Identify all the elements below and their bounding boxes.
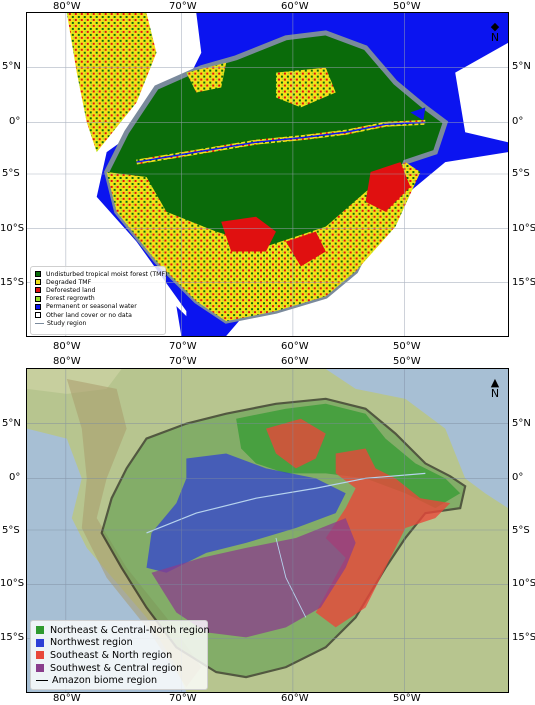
lon-label-top: 70°W <box>169 356 197 367</box>
legend-item: Northwest region <box>36 637 202 650</box>
lat-label-left: 5°N <box>2 418 21 429</box>
legend-line <box>35 322 44 324</box>
lon-label-bottom: 50°W <box>393 693 421 704</box>
north-arrow: ◆ N <box>489 21 501 43</box>
legend-label: Southeast & North region <box>50 649 173 661</box>
lon-label-top: 80°W <box>53 1 81 12</box>
north-arrow-label: N <box>490 31 500 44</box>
lat-label-right: 0° <box>512 472 524 483</box>
legend-item: Deforested land <box>35 286 161 294</box>
lat-label-right: 10°S <box>512 578 535 589</box>
legend-item: Undisturbed tropical moist forest (TMF) <box>35 270 167 278</box>
legend-item: Forest regrowth <box>35 295 161 303</box>
lat-label-left: 10°S <box>0 223 25 234</box>
legend-swatch <box>35 287 41 294</box>
legend-swatch <box>36 664 44 673</box>
region-southeast-north <box>266 418 451 628</box>
lon-label-top: 70°W <box>169 1 197 12</box>
legend-label: Permanent or seasonal water <box>46 303 137 311</box>
lat-label-right: 0° <box>512 116 524 127</box>
lon-label-top: 80°W <box>53 356 81 367</box>
lat-label-left: 0° <box>9 472 21 483</box>
legend-item: Degraded TMF <box>35 278 161 286</box>
lon-label-bottom: 70°W <box>169 693 197 704</box>
lat-label-right: 5°S <box>512 525 530 536</box>
legend-label: Deforested land <box>46 286 96 294</box>
legend-item: Southwest & Central region <box>36 662 202 675</box>
legend-label: Undisturbed tropical moist forest (TMF) <box>46 270 168 278</box>
lon-label-bottom: 60°W <box>281 693 309 704</box>
legend-label: Northeast & Central-North region <box>50 624 210 636</box>
lat-label-right: 15°S <box>512 632 535 643</box>
region-northwest <box>146 453 346 573</box>
deforestation-patch <box>221 216 276 252</box>
legend-swatch <box>35 295 41 302</box>
legend-label: Other land cover or no data <box>46 311 132 319</box>
legend-label: Degraded TMF <box>46 278 92 286</box>
legend-label: Northwest region <box>50 637 133 649</box>
north-arrow-icon: ◆ <box>490 20 500 33</box>
lon-label-bottom: 80°W <box>53 341 81 352</box>
land-cover-legend: Undisturbed tropical moist forest (TMF) … <box>30 266 167 335</box>
legend-line <box>36 680 48 682</box>
lon-label-bottom: 50°W <box>393 341 421 352</box>
legend-item: Permanent or seasonal water <box>35 303 161 311</box>
legend-label: Forest regrowth <box>46 295 95 303</box>
river <box>146 472 426 534</box>
deforestation-arc <box>106 162 421 322</box>
deforestation-patch <box>285 231 326 267</box>
legend-item: Amazon biome region <box>36 674 202 687</box>
amazon-river <box>136 121 426 163</box>
river <box>275 537 307 618</box>
deforestation-patch <box>365 162 411 212</box>
legend-swatch <box>36 651 44 660</box>
legend-item: Other land cover or no data <box>35 311 161 319</box>
lon-label-bottom: 60°W <box>281 341 309 352</box>
north-arrow-icon: ▲ <box>490 376 500 389</box>
legend-swatch <box>35 303 41 310</box>
lon-label-bottom: 70°W <box>169 341 197 352</box>
water-body <box>410 107 426 121</box>
lat-label-left: 0° <box>9 116 21 127</box>
legend-item: Study region <box>35 319 161 327</box>
lat-label-left: 5°N <box>2 61 21 72</box>
lat-label-right: 5°N <box>512 418 531 429</box>
lat-label-left: 10°S <box>0 578 25 589</box>
lat-label-left: 5°S <box>2 525 20 536</box>
land-cover-map: ◆ N <box>26 12 509 337</box>
north-arrow-label: N <box>490 387 500 400</box>
lon-label-top: 60°W <box>281 1 309 12</box>
legend-swatch <box>35 279 41 286</box>
lat-label-right: 5°S <box>512 168 530 179</box>
legend-label: Amazon biome region <box>52 675 158 687</box>
region-southwest-central <box>151 518 356 638</box>
legend-item: Southeast & North region <box>36 649 202 662</box>
deforestation-patch <box>275 67 336 108</box>
legend-label: Study region <box>47 319 87 327</box>
lat-label-left: 15°S <box>0 277 25 288</box>
legend-swatch <box>36 626 44 635</box>
andes-band <box>66 13 157 153</box>
lat-label-right: 10°S <box>512 223 535 234</box>
lon-label-bottom: 80°W <box>53 693 81 704</box>
lat-label-left: 15°S <box>0 632 25 643</box>
lon-label-top: 50°W <box>393 356 421 367</box>
regions-legend: Northeast & Central-North region Northwe… <box>30 620 210 690</box>
legend-label: Southwest & Central region <box>50 662 183 674</box>
legend-item: Northeast & Central-North region <box>36 624 210 637</box>
lat-label-left: 5°S <box>2 168 20 179</box>
legend-swatch <box>36 638 44 647</box>
lon-label-top: 50°W <box>393 1 421 12</box>
lon-label-top: 60°W <box>281 356 309 367</box>
lat-label-right: 15°S <box>512 277 535 288</box>
andes-relief <box>66 378 202 688</box>
north-arrow: ▲ N <box>489 377 501 399</box>
legend-swatch <box>35 312 41 319</box>
land-cover-map-graphic <box>27 13 508 336</box>
legend-swatch <box>35 271 41 278</box>
lat-label-right: 5°N <box>512 61 531 72</box>
